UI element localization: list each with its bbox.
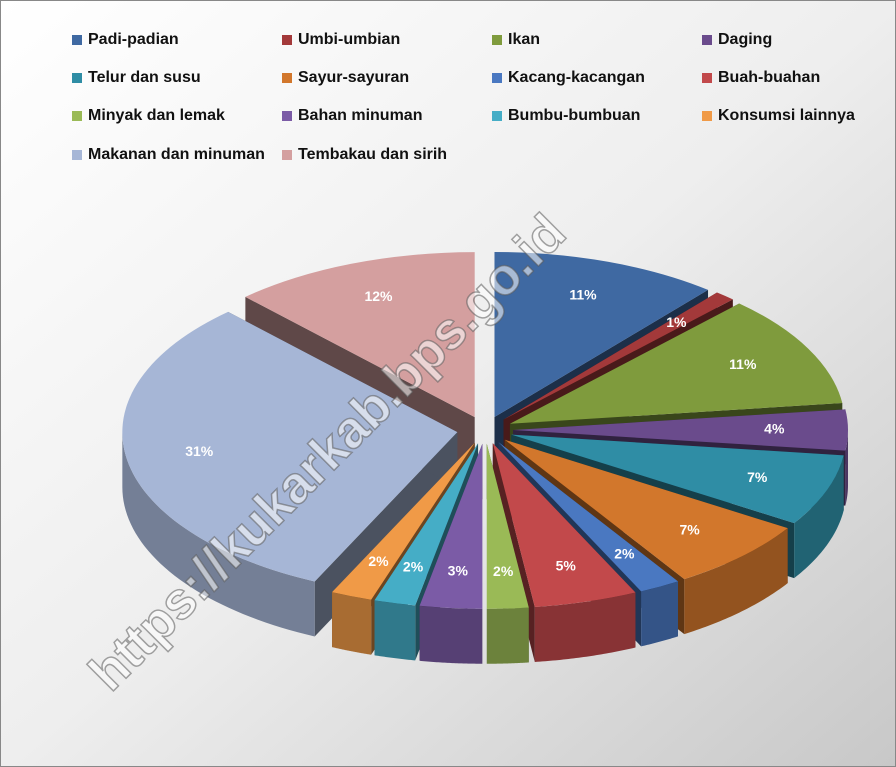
data-label: 2%	[614, 546, 635, 562]
slice: 3%	[419, 443, 483, 664]
slice-wall	[794, 455, 844, 579]
slice-top	[509, 303, 843, 424]
data-label: 2%	[368, 553, 389, 569]
slice-top	[419, 443, 483, 609]
slice-top	[511, 434, 844, 524]
slice-wall	[374, 600, 416, 661]
data-label: 11%	[729, 356, 757, 372]
slice: 31%	[122, 311, 458, 637]
slice-top	[374, 443, 479, 606]
legend-label: Sayur-sayuran	[298, 69, 409, 86]
legend-label: Padi-padian	[88, 31, 179, 48]
slice-wall	[534, 592, 636, 662]
slice-wall	[641, 581, 678, 647]
slice-top	[332, 442, 475, 600]
legend-label: Buah-buahan	[718, 69, 820, 86]
legend-swatch	[72, 35, 82, 45]
legend-swatch	[492, 73, 502, 83]
data-label: 11%	[569, 287, 597, 303]
legend-label: Umbi-umbian	[298, 31, 400, 48]
legend-label: Makanan dan minuman	[88, 146, 265, 163]
legend: Padi-padian Umbi-umbian Ikan Daging Telur da…	[72, 31, 855, 163]
slice-wall	[419, 605, 483, 664]
legend-swatch	[72, 150, 82, 160]
data-label: 2%	[403, 559, 424, 575]
legend-label: Telur dan susu	[88, 69, 201, 86]
slice-wall	[845, 430, 848, 506]
slice-top	[486, 443, 529, 609]
legend-label: Ikan	[508, 31, 540, 48]
legend-swatch	[72, 73, 82, 83]
slice-top	[503, 292, 733, 420]
slice-top	[504, 439, 788, 580]
data-label: 7%	[679, 521, 700, 537]
legend-swatch	[702, 73, 712, 83]
legend-label: Konsumsi lainnya	[718, 107, 855, 124]
legend-label: Daging	[718, 31, 772, 48]
slice-top	[492, 443, 636, 607]
data-label: 12%	[364, 288, 393, 304]
slice-wall	[332, 592, 372, 655]
data-label: 4%	[764, 421, 785, 437]
legend-label: Minyak dan lemak	[88, 107, 225, 124]
legend-swatch	[492, 111, 502, 121]
data-label: 1%	[666, 314, 687, 330]
slice-top	[513, 409, 848, 451]
data-label: 5%	[556, 558, 577, 574]
slice: 2%	[486, 443, 529, 664]
legend-label: Kacang-kacangan	[508, 69, 645, 86]
legend-swatch	[702, 111, 712, 121]
legend-label: Bahan minuman	[298, 107, 422, 124]
legend-label: Bumbu-bumbuan	[508, 107, 640, 124]
pie: 11% 12% 1% 11% 4% 31% 7% 7% 2% 2% 5% 2% 3% 2%	[122, 252, 848, 664]
slice-wall	[684, 528, 788, 635]
data-label: 31%	[185, 443, 214, 459]
slice-wall	[486, 607, 529, 664]
legend-swatch	[72, 111, 82, 121]
slice-top	[245, 252, 475, 418]
legend-swatch	[492, 35, 502, 45]
slice-top	[498, 442, 678, 592]
slice-top	[122, 311, 458, 582]
legend-swatch	[282, 111, 292, 121]
data-label: 7%	[747, 469, 768, 485]
data-label: 2%	[493, 563, 514, 579]
legend-swatch	[282, 73, 292, 83]
legend-swatch	[702, 35, 712, 45]
legend-swatch	[282, 150, 292, 160]
slice-wall	[122, 432, 315, 637]
data-label: 3%	[448, 563, 469, 579]
slice-top	[494, 252, 709, 418]
legend-swatch	[282, 35, 292, 45]
legend-label: Tembakau dan sirih	[298, 146, 447, 163]
